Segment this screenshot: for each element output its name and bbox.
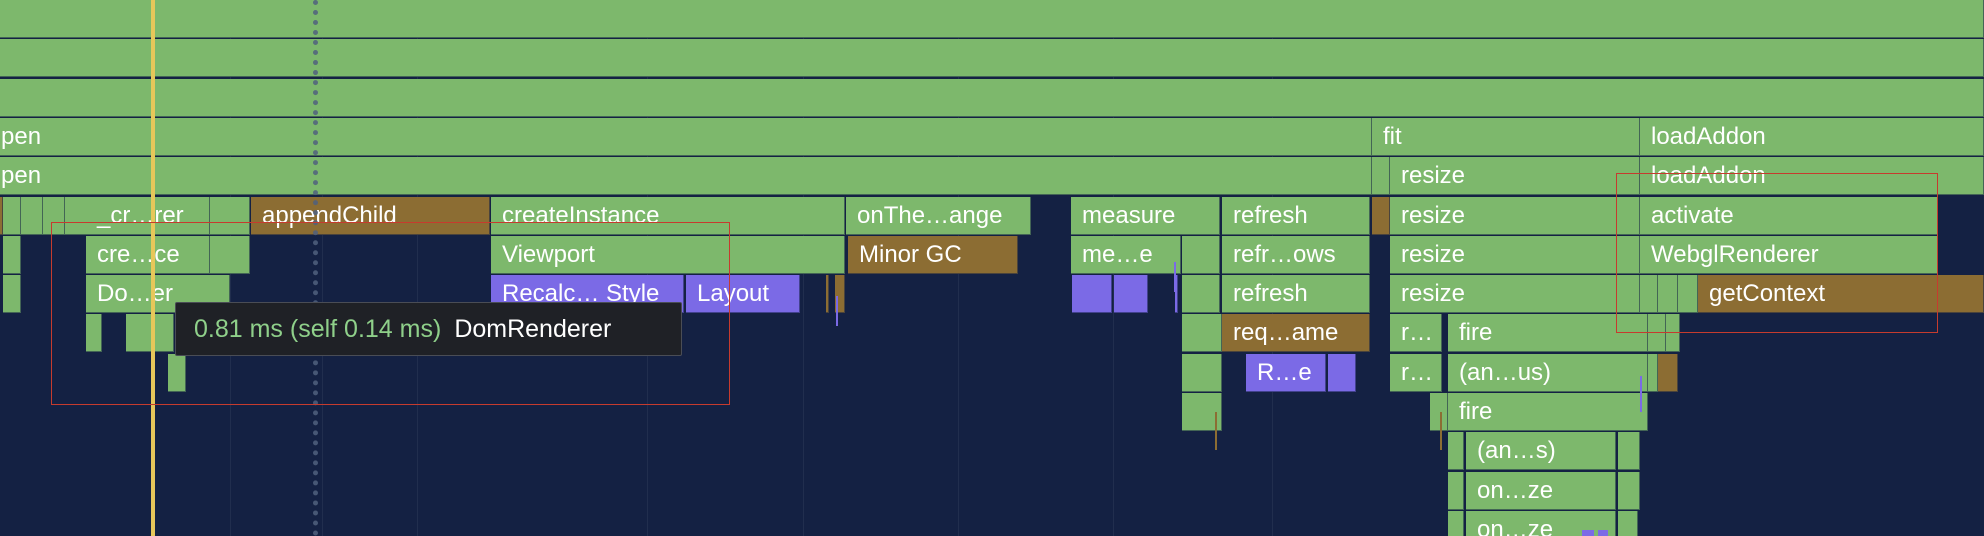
frame-r-1[interactable]: r…	[1390, 314, 1442, 352]
frame[interactable]	[210, 236, 250, 274]
frame[interactable]	[1328, 354, 1356, 392]
frame-measure[interactable]: measure	[1071, 197, 1220, 235]
frame[interactable]	[1182, 354, 1222, 392]
frame-sliver[interactable]	[1582, 530, 1594, 536]
frame-refresh-rows[interactable]: refr…ows	[1222, 236, 1370, 274]
frame-on-resize-2[interactable]: on…ze	[1466, 511, 1616, 536]
event-tick	[836, 296, 838, 326]
frame-resize-2[interactable]: resize	[1390, 197, 1640, 235]
frame-get-context[interactable]: getContext	[1698, 275, 1984, 313]
frame-activate[interactable]: activate	[1640, 197, 1938, 235]
frame-resize-4[interactable]: resize	[1390, 275, 1640, 313]
frame[interactable]	[1618, 432, 1640, 470]
frame[interactable]	[1640, 275, 1658, 313]
frame[interactable]	[826, 275, 829, 313]
frame[interactable]	[0, 197, 3, 235]
frame[interactable]	[1182, 275, 1220, 313]
frame-open-1[interactable]: pen	[0, 118, 1372, 156]
frame-append-child[interactable]: appendChild	[251, 197, 490, 235]
frame[interactable]	[168, 354, 186, 392]
frame-refresh-1[interactable]: refresh	[1222, 197, 1370, 235]
frame[interactable]	[1648, 354, 1658, 392]
frame[interactable]	[1372, 197, 1390, 235]
frame-tooltip: 0.81 ms (self 0.14 ms) DomRenderer	[175, 302, 682, 356]
frame[interactable]	[1658, 354, 1678, 392]
playhead-cursor[interactable]	[151, 0, 155, 536]
event-tick	[1174, 262, 1176, 292]
frame-open-2[interactable]: pen	[0, 157, 1372, 195]
frame-viewport[interactable]: Viewport	[491, 236, 845, 274]
frame-anonymous-1[interactable]: (an…us)	[1448, 354, 1648, 392]
frame-fire-1[interactable]: fire	[1448, 314, 1648, 352]
frame-refresh-2[interactable]: refresh	[1222, 275, 1370, 313]
frame-resize-3[interactable]: resize	[1390, 236, 1640, 274]
frame-r-e[interactable]: R…e	[1246, 354, 1326, 392]
frame[interactable]	[0, 79, 1984, 117]
frame-load-addon-2[interactable]: loadAddon	[1640, 157, 1984, 195]
frame[interactable]	[1072, 275, 1112, 313]
frame[interactable]	[1618, 472, 1640, 510]
frame-anonymous-2[interactable]: (an…s)	[1466, 432, 1616, 470]
event-tick	[1640, 376, 1642, 412]
grid-line	[417, 0, 418, 536]
frame-on-resize-1[interactable]: on…ze	[1466, 472, 1616, 510]
frame[interactable]	[126, 314, 174, 352]
frame[interactable]	[835, 275, 845, 313]
frame-r-2[interactable]: r…	[1390, 354, 1442, 392]
frame-minor-gc[interactable]: Minor GC	[848, 236, 1018, 274]
frame-webgl-renderer[interactable]: WebglRenderer	[1640, 236, 1938, 274]
frame[interactable]	[1658, 275, 1678, 313]
frame[interactable]	[86, 314, 102, 352]
frame[interactable]	[3, 236, 21, 274]
frame-load-addon-1[interactable]: loadAddon	[1640, 118, 1984, 156]
frame[interactable]	[3, 197, 21, 235]
tooltip-duration: 0.81 ms (self 0.14 ms)	[194, 314, 442, 343]
frame[interactable]	[1448, 511, 1464, 536]
grid-line	[322, 0, 323, 536]
frame[interactable]	[1618, 511, 1638, 536]
frame[interactable]	[1448, 432, 1464, 470]
frame[interactable]	[43, 197, 65, 235]
frame-measure-2[interactable]: me…e	[1071, 236, 1181, 274]
frame[interactable]	[1666, 314, 1680, 352]
frame-create-2[interactable]: cre…ce	[86, 236, 210, 274]
frame-create-renderer[interactable]: _cr…rer	[86, 197, 210, 235]
frame[interactable]	[1678, 275, 1698, 313]
frame[interactable]	[1448, 472, 1464, 510]
frame[interactable]	[1182, 236, 1220, 274]
frame-fire-2[interactable]: fire	[1448, 393, 1648, 431]
frame-fit[interactable]: fit	[1372, 118, 1640, 156]
tooltip-function-name: DomRenderer	[454, 314, 612, 343]
frame[interactable]	[65, 197, 87, 235]
frame-create-instance[interactable]: createInstance	[491, 197, 845, 235]
frame-resize-1[interactable]: resize	[1390, 157, 1640, 195]
frame-request-frame[interactable]: req…ame	[1222, 314, 1370, 352]
frame[interactable]	[21, 197, 43, 235]
frame-sliver[interactable]	[1598, 530, 1608, 536]
frame[interactable]	[1114, 275, 1148, 313]
frame[interactable]	[210, 197, 250, 235]
frame[interactable]	[1648, 314, 1666, 352]
time-marker	[313, 0, 318, 536]
frame[interactable]	[1182, 314, 1222, 352]
frame[interactable]	[0, 0, 1984, 38]
frame[interactable]	[0, 39, 1984, 77]
event-tick	[1440, 412, 1442, 450]
frame-on-theme-change[interactable]: onThe…ange	[846, 197, 1031, 235]
event-tick	[1215, 412, 1217, 450]
frame[interactable]	[1175, 275, 1178, 313]
frame[interactable]	[1372, 157, 1390, 195]
frame-layout[interactable]: Layout	[686, 275, 800, 313]
frame[interactable]	[1430, 393, 1448, 431]
frame[interactable]	[3, 275, 21, 313]
